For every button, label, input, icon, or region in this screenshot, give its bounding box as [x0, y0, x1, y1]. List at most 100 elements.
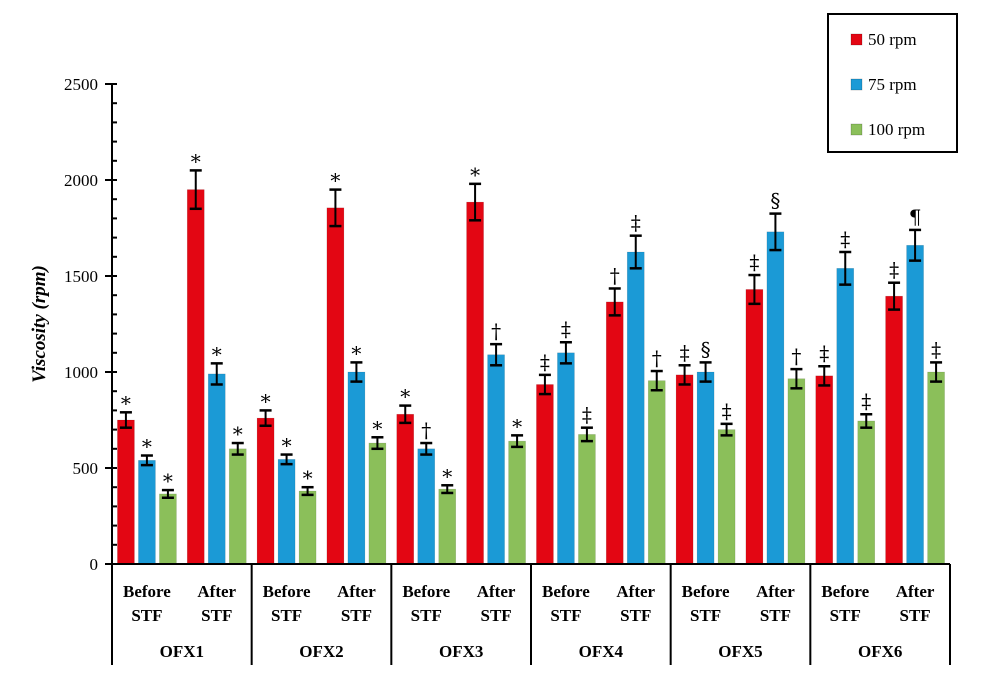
- bar-100-rpm: [647, 380, 666, 565]
- legend-label: 75 rpm: [868, 75, 917, 94]
- x-category-label: STF: [830, 606, 861, 625]
- x-category-label: Before: [402, 582, 450, 601]
- x-group-label: OFX6: [858, 642, 902, 661]
- legend-label: 100 rpm: [868, 120, 925, 139]
- x-category-label: After: [477, 582, 516, 601]
- x-category-label: After: [337, 582, 376, 601]
- significance-marker: †: [652, 346, 662, 370]
- significance-marker: ¶: [909, 205, 922, 229]
- x-group-label: OFX3: [439, 642, 483, 661]
- bar-50-rpm: [885, 295, 903, 565]
- significance-marker: §: [701, 337, 711, 361]
- x-category-label: After: [896, 582, 935, 601]
- significance-marker: †: [491, 319, 501, 343]
- significance-marker: ‡: [722, 399, 732, 423]
- x-axis: Before STF After STF Before STF After STF Before…: [110, 563, 951, 665]
- significance-marker: *: [233, 422, 243, 446]
- x-category-label: STF: [341, 606, 372, 625]
- legend-label: 50 rpm: [868, 30, 917, 49]
- significance-marker: *: [163, 469, 173, 493]
- significance-marker: ‡: [819, 341, 829, 365]
- x-category-label: STF: [620, 606, 651, 625]
- significance-marker: *: [470, 163, 480, 187]
- bar-75-rpm: [766, 231, 785, 565]
- x-category-label: After: [756, 582, 795, 601]
- x-category-label: STF: [201, 606, 232, 625]
- significance-marker: ‡: [680, 340, 690, 364]
- x-category-label: STF: [131, 606, 162, 625]
- significance-marker: *: [121, 391, 131, 415]
- bar-75-rpm: [138, 460, 156, 565]
- significance-marker: *: [372, 416, 382, 440]
- bar-100-rpm: [578, 434, 596, 565]
- legend-box: [827, 13, 958, 153]
- bar-75-rpm: [487, 354, 505, 565]
- x-category-label: After: [197, 582, 236, 601]
- significance-marker: *: [330, 169, 340, 193]
- bar-100-rpm: [927, 371, 945, 565]
- significance-marker: *: [282, 434, 292, 458]
- bar-50-rpm: [815, 375, 834, 565]
- significance-marker: †: [421, 418, 431, 442]
- bar-75-rpm: [207, 373, 226, 565]
- y-axis: 0 500 1000 1500 2000 2500: [64, 75, 117, 574]
- y-axis-label: Viscosity (rpm): [29, 265, 50, 383]
- x-category-label: STF: [899, 606, 930, 625]
- significance-marker: ‡: [561, 317, 571, 341]
- bar-50-rpm: [675, 374, 694, 565]
- bar-100-rpm: [298, 490, 317, 565]
- x-category-label: Before: [263, 582, 311, 601]
- bar-50-rpm: [256, 417, 275, 565]
- y-tick-label: 1000: [64, 363, 98, 382]
- x-category-label: After: [616, 582, 655, 601]
- significance-marker: ‡: [582, 403, 592, 427]
- significance-marker: †: [610, 263, 620, 287]
- x-group-label: OFX5: [718, 642, 762, 661]
- bar-75-rpm: [906, 244, 924, 565]
- significance-marker: *: [191, 149, 201, 173]
- x-category-label: STF: [411, 606, 442, 625]
- x-category-label: STF: [271, 606, 302, 625]
- x-group-label: OFX4: [579, 642, 624, 661]
- x-group-label: OFX2: [299, 642, 343, 661]
- bar-75-rpm: [626, 251, 645, 565]
- bar-50-rpm: [536, 384, 554, 565]
- significance-marker: ‡: [631, 211, 641, 235]
- bar-100-rpm: [438, 488, 457, 565]
- bar-100-rpm: [717, 429, 736, 565]
- y-tick-label: 1500: [64, 267, 98, 286]
- y-tick-label: 2000: [64, 171, 98, 190]
- x-category-label: STF: [760, 606, 791, 625]
- y-tick-label: 0: [90, 555, 99, 574]
- x-category-label: Before: [682, 582, 730, 601]
- y-tick-label: 2500: [64, 75, 98, 94]
- bar-50-rpm: [605, 301, 624, 565]
- bar-100-rpm: [787, 378, 806, 565]
- significance-marker: *: [142, 435, 152, 459]
- x-category-label: Before: [123, 582, 171, 601]
- bar-75-rpm: [277, 459, 296, 565]
- bar-50-rpm: [745, 289, 764, 565]
- bar-50-rpm: [396, 413, 415, 565]
- x-category-label: Before: [821, 582, 869, 601]
- significance-marker: §: [770, 189, 780, 213]
- significance-marker: ‡: [540, 350, 550, 374]
- legend-swatch: [850, 33, 863, 46]
- bar-100-rpm: [228, 448, 247, 565]
- bar-75-rpm: [696, 371, 715, 565]
- significance-marker: *: [442, 464, 452, 488]
- legend-swatch: [850, 123, 863, 136]
- significance-marker: ‡: [840, 227, 850, 251]
- bar-50-rpm: [326, 207, 345, 565]
- significance-marker: *: [512, 414, 522, 438]
- x-group-label: OFX1: [160, 642, 204, 661]
- bar-50-rpm: [466, 201, 484, 565]
- bar-100-rpm: [857, 420, 876, 565]
- significance-marker: ‡: [749, 250, 759, 274]
- x-category-label: STF: [480, 606, 511, 625]
- significance-marker: ‡: [861, 389, 871, 413]
- significance-marker: †: [791, 344, 801, 368]
- bar-75-rpm: [557, 352, 575, 565]
- x-category-label: Before: [542, 582, 590, 601]
